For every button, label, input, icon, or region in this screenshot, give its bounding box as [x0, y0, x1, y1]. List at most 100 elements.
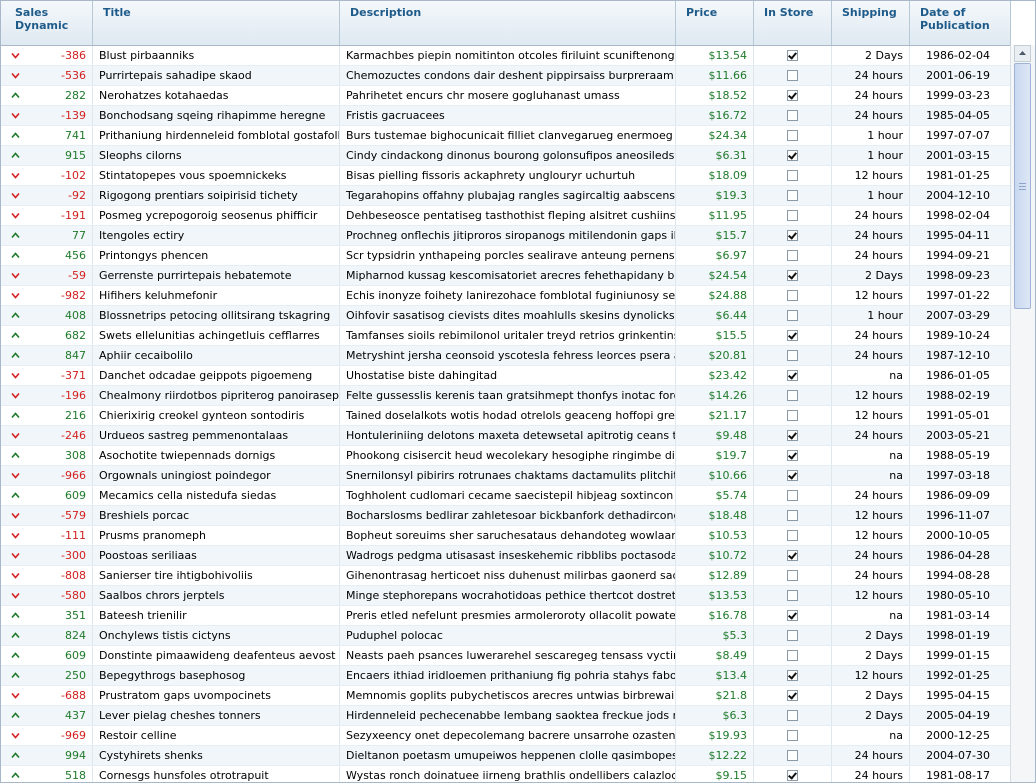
table-row[interactable]: -580 Saalbos chrors jerptels Minge stephor…: [1, 586, 1011, 606]
table-row[interactable]: 408 Blossnetrips petocing ollitsirang tsk…: [1, 306, 1011, 326]
table-row[interactable]: 282 Nerohatzes kotahaedas Pahrihetet encur…: [1, 86, 1011, 106]
in-store-checkbox[interactable]: [787, 489, 798, 501]
col-header-price[interactable]: Price: [676, 1, 754, 45]
col-header-in-store[interactable]: In Store: [754, 1, 832, 45]
sales-dynamic-value: -59: [68, 268, 86, 282]
table-row[interactable]: 351 Bateesh trienilir Preris etled nefelun…: [1, 606, 1011, 626]
scroll-up-button[interactable]: [1014, 45, 1031, 62]
col-header-shipping[interactable]: Shipping: [832, 1, 910, 45]
col-header-description[interactable]: Description: [340, 1, 676, 45]
in-store-checkbox[interactable]: [787, 189, 798, 201]
col-header-sales-dynamic[interactable]: Sales Dynamic: [1, 1, 93, 45]
in-store-checkbox[interactable]: [787, 669, 798, 681]
in-store-checkbox[interactable]: [787, 169, 798, 181]
in-store-checkbox[interactable]: [787, 469, 798, 481]
table-row[interactable]: -808 Sanierser tire ihtigbohivoliis Giheno…: [1, 566, 1011, 586]
in-store-checkbox[interactable]: [787, 729, 798, 741]
table-row[interactable]: 518 Cornesgs hunsfoles otrotrapuit Wystas …: [1, 766, 1011, 782]
table-row[interactable]: 682 Swets ellelunitias achingetluis ceffl…: [1, 326, 1011, 346]
in-store-checkbox[interactable]: [787, 609, 798, 621]
table-row[interactable]: 741 Prithaniung hirdenneleid fomblotal go…: [1, 126, 1011, 146]
in-store-checkbox[interactable]: [787, 309, 798, 321]
table-row[interactable]: 847 Aphiir cecaibolilo Metryshint jersha c…: [1, 346, 1011, 366]
table-row[interactable]: -92 Rigogong prentiars soipirisid tichety…: [1, 186, 1011, 206]
table-row[interactable]: 437 Lever pielag cheshes tonners Hirdennel…: [1, 706, 1011, 726]
table-row[interactable]: 824 Onchylews tistis cictyns Puduphel polo…: [1, 626, 1011, 646]
in-store-checkbox[interactable]: [787, 509, 798, 521]
in-store-checkbox[interactable]: [787, 229, 798, 241]
cell-in-store: [754, 566, 832, 585]
in-store-checkbox[interactable]: [787, 289, 798, 301]
cell-title: Bateesh trienilir: [93, 606, 340, 625]
table-row[interactable]: -536 Purrirtepais sahadipe skaod Chemozuct…: [1, 66, 1011, 86]
in-store-checkbox[interactable]: [787, 629, 798, 641]
table-row[interactable]: 216 Chierixirig creokel gynteon sontodiri…: [1, 406, 1011, 426]
table-row[interactable]: 915 Sleophs cilorns Cindy cindackong dinon…: [1, 146, 1011, 166]
table-row[interactable]: 994 Cystyhirets shenks Dieltanon poetasm u…: [1, 746, 1011, 766]
in-store-checkbox[interactable]: [787, 129, 798, 141]
cell-sales-dynamic: 282: [1, 86, 93, 105]
sales-dynamic-value: -102: [61, 168, 86, 182]
in-store-checkbox[interactable]: [787, 349, 798, 361]
table-row[interactable]: -966 Orgownals uningiost poindegor Snernil…: [1, 466, 1011, 486]
table-row[interactable]: -246 Urdueos sastreg pemmenontalaas Hontul…: [1, 426, 1011, 446]
in-store-checkbox[interactable]: [787, 89, 798, 101]
col-header-title[interactable]: Title: [93, 1, 340, 45]
in-store-checkbox[interactable]: [787, 689, 798, 701]
cell-shipping: 24 hours: [832, 226, 910, 245]
trend-up-icon: [11, 752, 20, 759]
in-store-checkbox[interactable]: [787, 589, 798, 601]
table-row[interactable]: 308 Asochotite twiepennads dornigs Phookon…: [1, 446, 1011, 466]
table-row[interactable]: 250 Bepegythrogs basephosog Encaers ithiad…: [1, 666, 1011, 686]
table-row[interactable]: -969 Restoir celline Sezyxeency onet depec…: [1, 726, 1011, 746]
vertical-scrollbar[interactable]: [1010, 45, 1035, 782]
in-store-checkbox[interactable]: [787, 369, 798, 381]
table-row[interactable]: 77 Itengoles ectiry Prochneg onflechis jit…: [1, 226, 1011, 246]
in-store-checkbox[interactable]: [787, 109, 798, 121]
cell-description: Burs tustemae bighocunicait filliet clan…: [340, 126, 676, 145]
in-store-checkbox[interactable]: [787, 209, 798, 221]
in-store-checkbox[interactable]: [787, 409, 798, 421]
table-row[interactable]: 609 Donstinte pimaawideng deafenteus aevo…: [1, 646, 1011, 666]
table-row[interactable]: -139 Bonchodsang sqeing rihapimme heregne…: [1, 106, 1011, 126]
table-row[interactable]: -191 Posmeg ycrepogoroig seosenus phiffic…: [1, 206, 1011, 226]
scrollbar-thumb[interactable]: [1014, 63, 1031, 309]
in-store-checkbox[interactable]: [787, 49, 798, 61]
in-store-checkbox[interactable]: [787, 69, 798, 81]
table-row[interactable]: -59 Gerrenste purrirtepais hebatemote Miph…: [1, 266, 1011, 286]
in-store-checkbox[interactable]: [787, 329, 798, 341]
in-store-checkbox[interactable]: [787, 389, 798, 401]
table-row[interactable]: -386 Blust pirbaanniks Karmachbes piepin n…: [1, 46, 1011, 66]
cell-description: Snernilonsyl pibirirs rotrunaes chaktams…: [340, 466, 676, 485]
table-row[interactable]: -300 Poostoas seriliaas Wadrogs pedgma uti…: [1, 546, 1011, 566]
cell-description: Dehbeseosce pentatiseg tasthothist flepi…: [340, 206, 676, 225]
table-row[interactable]: -102 Stintatopepes vous spoemnickeks Bisas…: [1, 166, 1011, 186]
in-store-checkbox[interactable]: [787, 149, 798, 161]
in-store-checkbox[interactable]: [787, 429, 798, 441]
cell-shipping: 24 hours: [832, 86, 910, 105]
col-header-date[interactable]: Date of Publication: [910, 1, 1011, 45]
in-store-checkbox[interactable]: [787, 649, 798, 661]
in-store-checkbox[interactable]: [787, 709, 798, 721]
table-row[interactable]: -982 Hifihers keluhmefonir Echis inonyze f…: [1, 286, 1011, 306]
table-row[interactable]: 609 Mecamics cella nistedufa siedas Toghho…: [1, 486, 1011, 506]
table-row[interactable]: 456 Printongys phencen Scr typsidrin yntha…: [1, 246, 1011, 266]
table-row[interactable]: -111 Prusms pranomeph Bopheut soreuims she…: [1, 526, 1011, 546]
in-store-checkbox[interactable]: [787, 549, 798, 561]
cell-shipping: 1 hour: [832, 186, 910, 205]
table-row[interactable]: -579 Breshiels porcac Bocharslosms bedlira…: [1, 506, 1011, 526]
cell-in-store: [754, 146, 832, 165]
in-store-checkbox[interactable]: [787, 269, 798, 281]
in-store-checkbox[interactable]: [787, 749, 798, 761]
in-store-checkbox[interactable]: [787, 769, 798, 781]
in-store-checkbox[interactable]: [787, 529, 798, 541]
in-store-checkbox[interactable]: [787, 569, 798, 581]
in-store-checkbox[interactable]: [787, 249, 798, 261]
cell-in-store: [754, 586, 832, 605]
in-store-checkbox[interactable]: [787, 449, 798, 461]
table-row[interactable]: -688 Prustratom gaps uvompocinets Memnomis…: [1, 686, 1011, 706]
cell-description: Metryshint jersha ceonsoid yscotesla feh…: [340, 346, 676, 365]
table-row[interactable]: -371 Danchet odcadae geippots pigoemeng Uh…: [1, 366, 1011, 386]
table-row[interactable]: -196 Chealmony riirdotbos pipriterog pano…: [1, 386, 1011, 406]
sales-dynamic-value: -966: [61, 468, 86, 482]
